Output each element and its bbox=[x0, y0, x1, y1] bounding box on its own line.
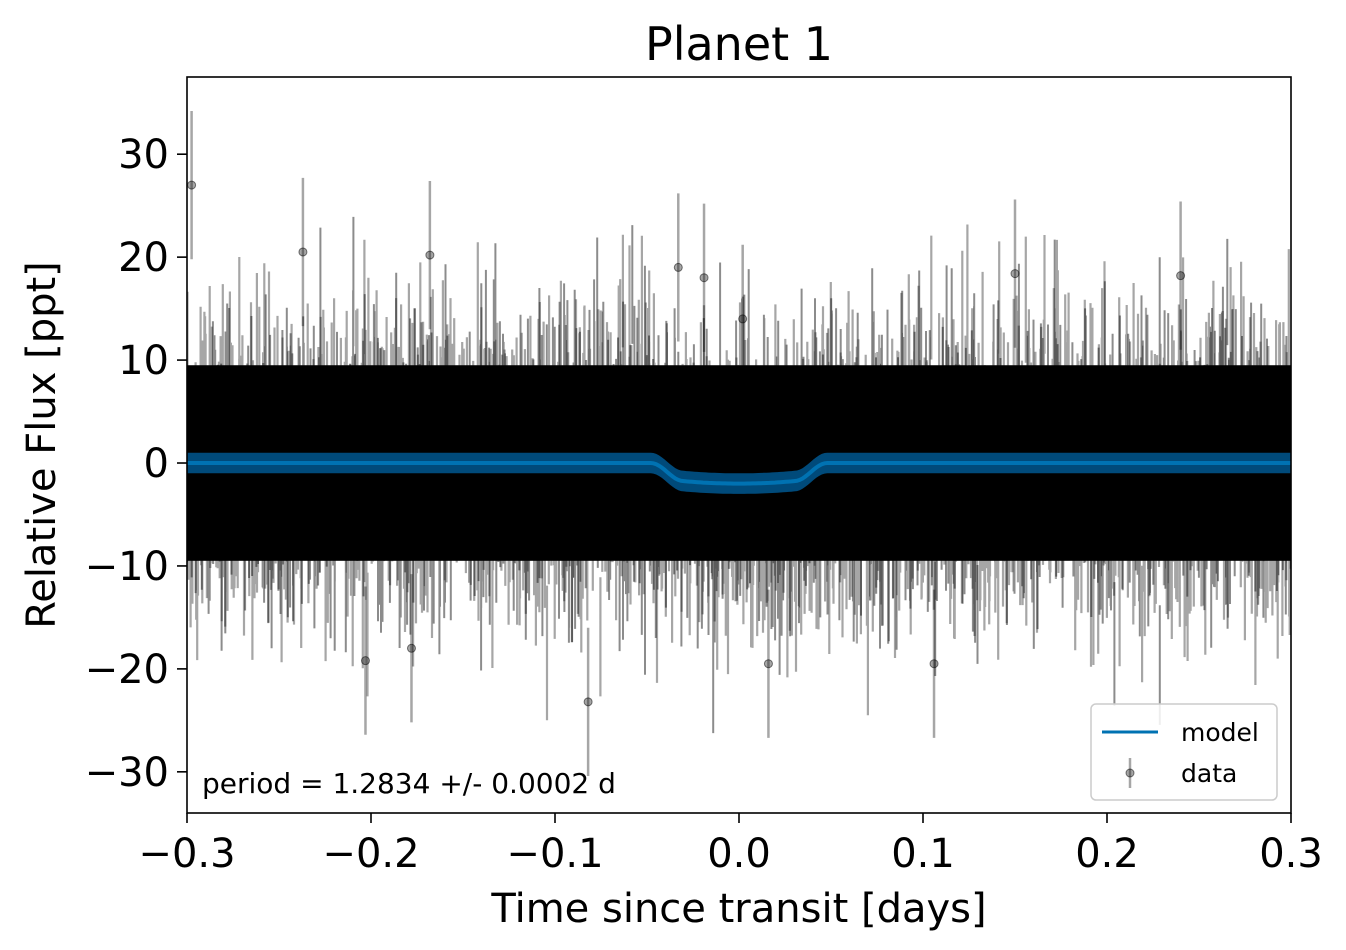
x-tick-label: −0.1 bbox=[506, 831, 603, 877]
data-point bbox=[1176, 271, 1186, 281]
y-tick-label: −20 bbox=[85, 647, 169, 693]
legend-model-label: model bbox=[1181, 718, 1259, 747]
legend: model data bbox=[1090, 703, 1278, 801]
legend-data-label: data bbox=[1181, 759, 1237, 788]
y-tick-label: −10 bbox=[85, 544, 169, 590]
chart-title: Planet 1 bbox=[645, 17, 833, 71]
legend-box bbox=[1090, 703, 1278, 801]
data-point bbox=[673, 262, 683, 272]
x-tick-label: −0.3 bbox=[138, 831, 235, 877]
data-point bbox=[406, 643, 416, 653]
data-point bbox=[187, 180, 197, 190]
x-tick-label: 0.1 bbox=[891, 831, 955, 877]
x-tick-label: 0.2 bbox=[1075, 831, 1139, 877]
data-point bbox=[425, 250, 435, 260]
legend-data-marker bbox=[1125, 768, 1135, 778]
x-axis-label: Time since transit [days] bbox=[490, 886, 986, 932]
model-layer bbox=[187, 452, 1291, 494]
y-axis-label: Relative Flux [ppt] bbox=[19, 261, 65, 629]
model-line bbox=[187, 461, 1291, 486]
y-tick-label: 20 bbox=[118, 235, 169, 281]
data-point bbox=[360, 656, 370, 666]
data-point bbox=[738, 314, 748, 324]
y-tick-label: 0 bbox=[144, 441, 169, 487]
x-tick-label: 0.3 bbox=[1259, 831, 1323, 877]
x-axis-ticks: −0.3 −0.2 −0.1 0.0 0.1 0.2 0.3 bbox=[138, 813, 1323, 877]
plot-area bbox=[187, 110, 1291, 776]
data-point bbox=[699, 273, 709, 283]
data-point bbox=[1010, 269, 1020, 279]
x-tick-label: −0.2 bbox=[322, 831, 419, 877]
data-point bbox=[298, 247, 308, 257]
y-axis-ticks: −30 −20 −10 0 10 20 30 bbox=[85, 132, 187, 796]
y-tick-label: −30 bbox=[85, 750, 169, 796]
x-tick-label: 0.0 bbox=[707, 831, 771, 877]
y-tick-label: 10 bbox=[118, 338, 169, 384]
data-point bbox=[929, 659, 939, 669]
y-tick-label: 30 bbox=[118, 132, 169, 178]
period-annotation: period = 1.2834 +/- 0.0002 d bbox=[202, 767, 616, 800]
data-point bbox=[583, 697, 593, 707]
data-point bbox=[763, 659, 773, 669]
